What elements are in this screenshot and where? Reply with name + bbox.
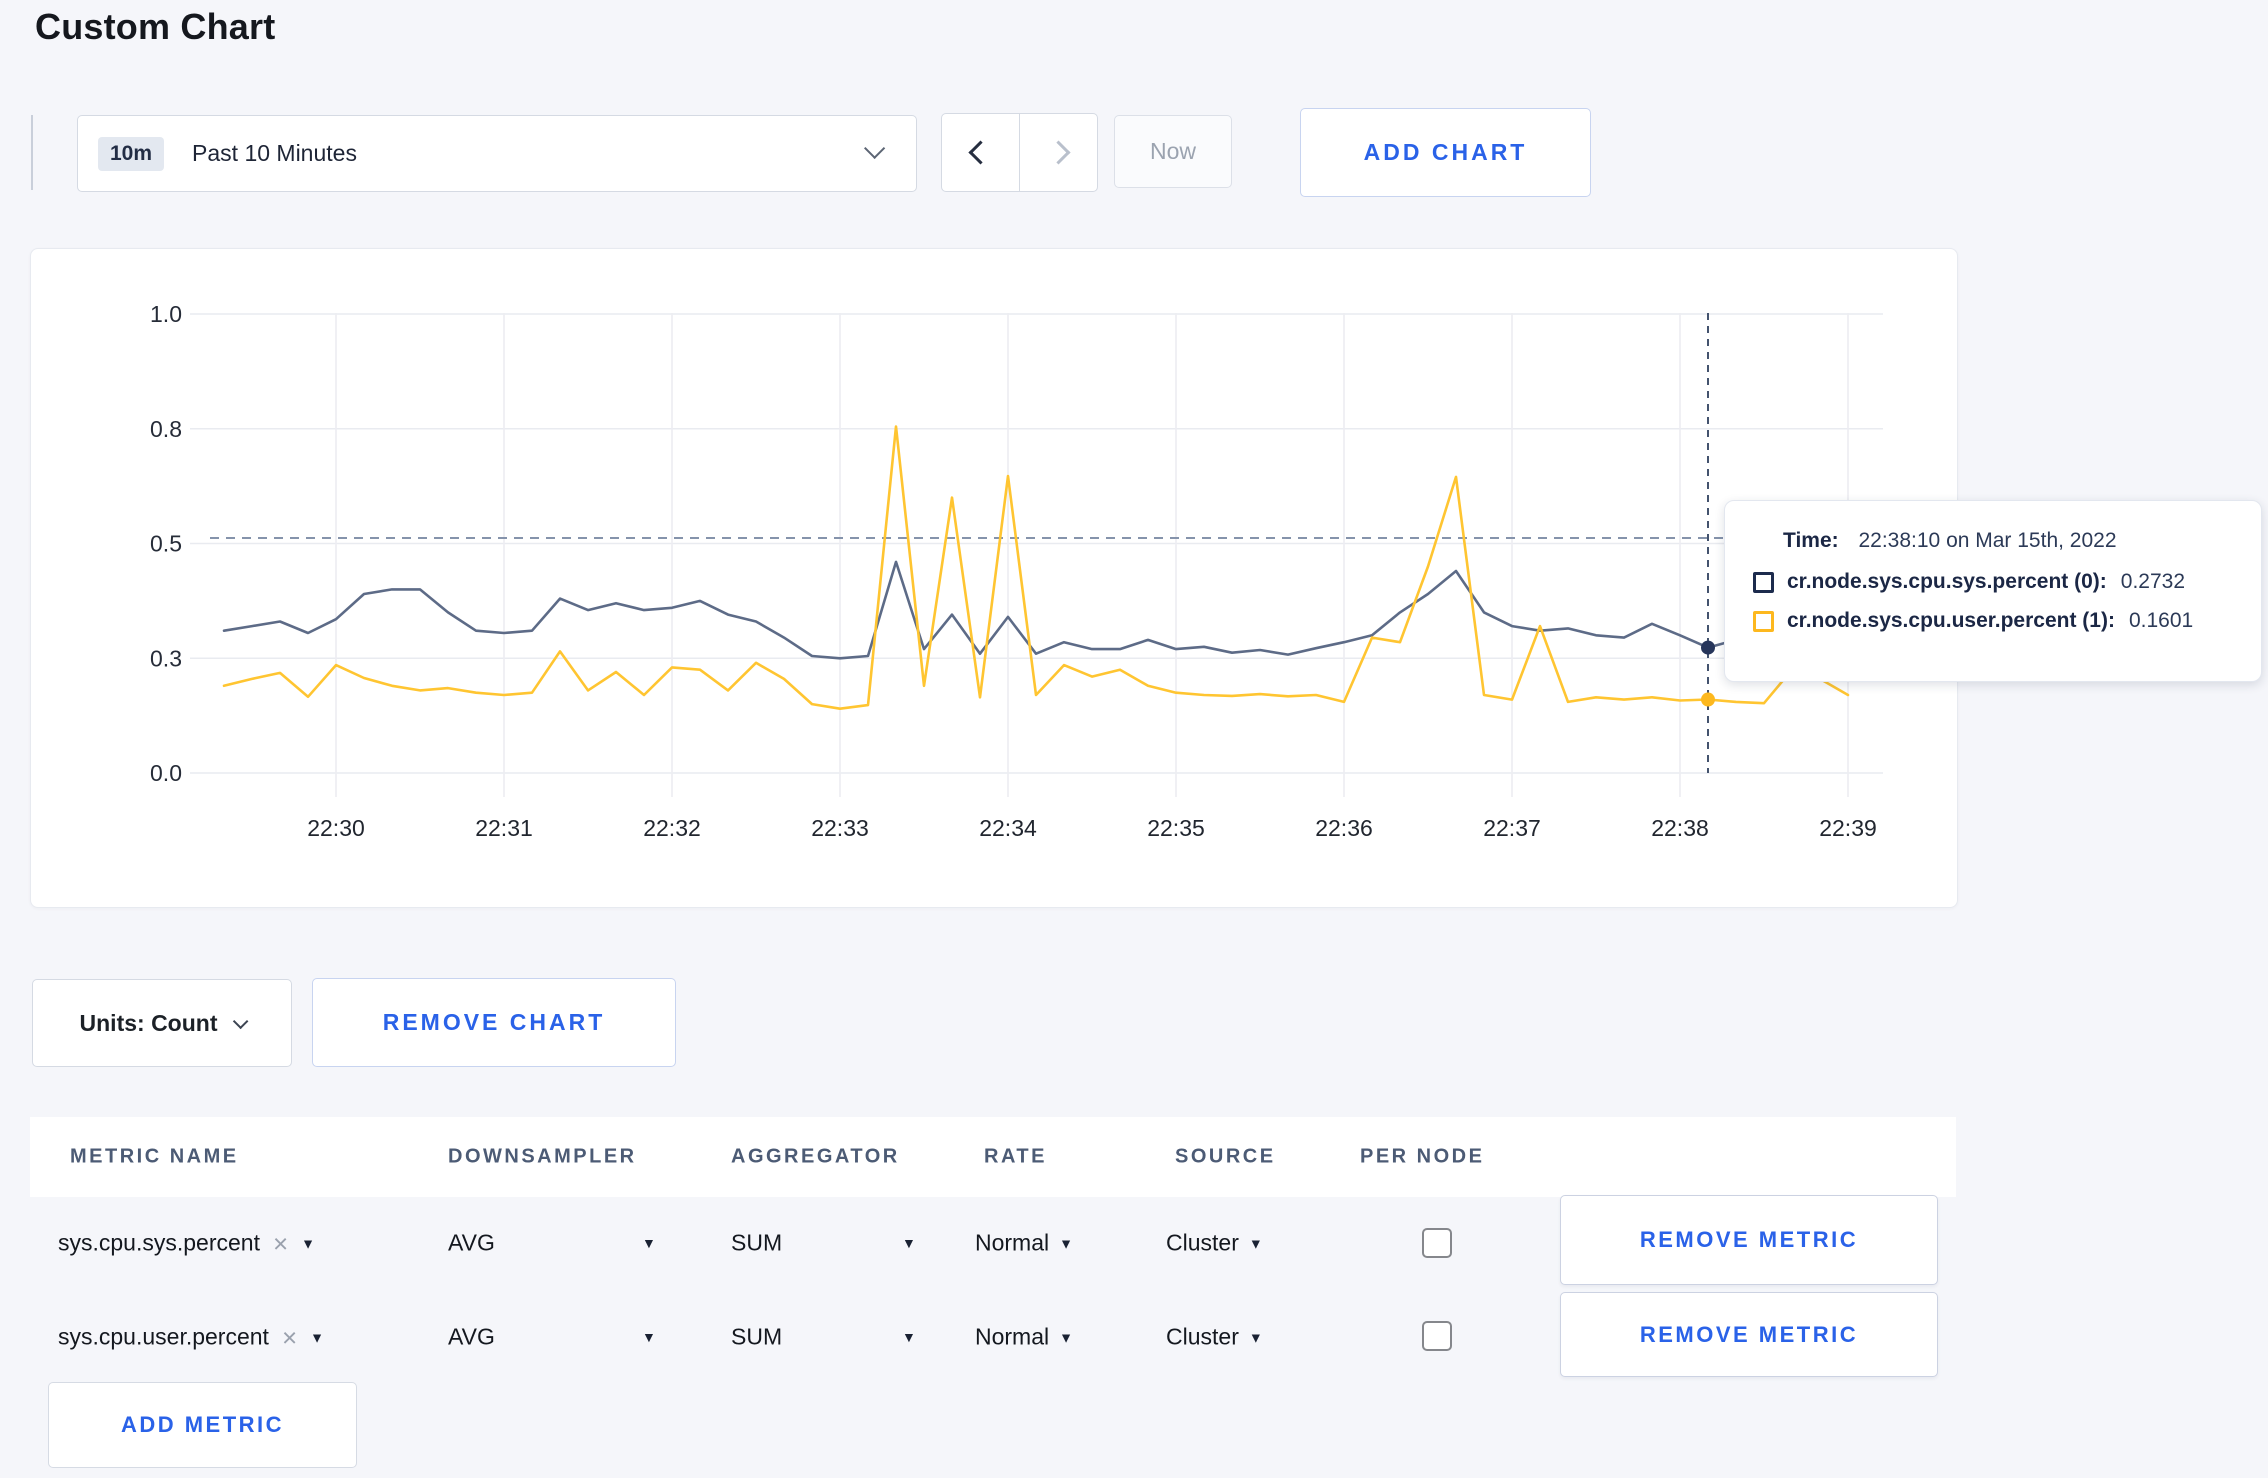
- prev-time-button[interactable]: [942, 114, 1020, 191]
- caret-down-icon[interactable]: ▼: [642, 1235, 656, 1251]
- chevron-down-icon: [233, 1013, 249, 1029]
- caret-down-icon: ▼: [1059, 1329, 1073, 1345]
- user-series-swatch-icon: [1753, 610, 1774, 632]
- chart-tooltip: Time: 22:38:10 on Mar 15th, 2022 cr.node…: [1724, 500, 2262, 682]
- units-label: Units: Count: [79, 1009, 218, 1036]
- rate-select[interactable]: Normal ▼: [975, 1324, 1073, 1351]
- caret-down-icon: ▼: [1059, 1235, 1073, 1251]
- chevron-left-icon: [968, 140, 993, 165]
- caret-down-icon: ▼: [1248, 1329, 1263, 1345]
- caret-down-icon: ▼: [301, 1235, 316, 1251]
- source-value: Cluster: [1166, 1323, 1239, 1350]
- column-source: SOURCE: [1175, 1145, 1276, 1168]
- column-metric-name: METRIC NAME: [70, 1145, 239, 1168]
- aggregator-value: SUM: [731, 1229, 783, 1256]
- tooltip-user-value: 0.1601: [2128, 609, 2194, 632]
- downsampler-value: AVG: [448, 1229, 495, 1256]
- aggregator-select[interactable]: SUM: [731, 1230, 782, 1257]
- metric-name-value: sys.cpu.user.percent: [58, 1323, 269, 1350]
- time-nav-group: [941, 113, 1098, 192]
- caret-down-icon[interactable]: ▼: [902, 1235, 916, 1251]
- metric-name-select[interactable]: sys.cpu.sys.percent × ▼: [58, 1230, 315, 1257]
- rate-value: Normal: [975, 1229, 1050, 1256]
- per-node-checkbox[interactable]: [1422, 1321, 1452, 1351]
- caret-down-icon: ▼: [310, 1329, 324, 1345]
- toolbar-divider: [31, 115, 33, 190]
- time-range-label: Past 10 Minutes: [192, 140, 357, 166]
- metric-name-value: sys.cpu.sys.percent: [58, 1229, 260, 1256]
- clear-metric-icon[interactable]: ×: [272, 1228, 289, 1258]
- remove-chart-button[interactable]: REMOVE CHART: [312, 978, 676, 1067]
- caret-down-icon[interactable]: ▼: [642, 1329, 656, 1345]
- chevron-right-icon: [1046, 140, 1071, 165]
- caret-down-icon: ▼: [1248, 1235, 1263, 1251]
- sys-series-swatch-icon: [1753, 571, 1774, 593]
- column-downsampler: DOWNSAMPLER: [448, 1145, 637, 1168]
- time-window-badge: 10m: [98, 136, 165, 171]
- source-select[interactable]: Cluster ▼: [1166, 1230, 1263, 1257]
- page-title: Custom Chart: [35, 6, 276, 47]
- downsampler-value: AVG: [448, 1323, 495, 1350]
- column-aggregator: AGGREGATOR: [731, 1145, 900, 1168]
- chevron-down-icon: [864, 137, 886, 159]
- per-node-checkbox[interactable]: [1422, 1228, 1452, 1258]
- remove-metric-button[interactable]: REMOVE METRIC: [1560, 1195, 1938, 1285]
- downsampler-select[interactable]: AVG: [448, 1324, 495, 1351]
- tooltip-sys-row: cr.node.sys.cpu.sys.percent (0): 0.2732: [1753, 570, 2231, 594]
- tooltip-user-row: cr.node.sys.cpu.user.percent (1): 0.1601: [1753, 609, 2231, 633]
- source-select[interactable]: Cluster ▼: [1166, 1324, 1263, 1351]
- tooltip-sys-value: 0.2732: [2120, 570, 2186, 593]
- rate-select[interactable]: Normal ▼: [975, 1230, 1073, 1257]
- clear-metric-icon[interactable]: ×: [281, 1322, 298, 1352]
- aggregator-select[interactable]: SUM: [731, 1324, 782, 1351]
- column-rate: RATE: [984, 1145, 1047, 1168]
- tooltip-time-row: Time: 22:38:10 on Mar 15th, 2022: [1783, 529, 2231, 553]
- downsampler-select[interactable]: AVG: [448, 1230, 495, 1257]
- tooltip-time-value: 22:38:10 on Mar 15th, 2022: [1858, 529, 2117, 552]
- source-value: Cluster: [1166, 1229, 1239, 1256]
- add-metric-button[interactable]: ADD METRIC: [48, 1382, 357, 1468]
- tooltip-sys-label: cr.node.sys.cpu.sys.percent (0):: [1787, 570, 2107, 593]
- units-dropdown[interactable]: Units: Count: [32, 979, 292, 1067]
- metrics-table-header: METRIC NAME DOWNSAMPLER AGGREGATOR RATE …: [30, 1117, 1956, 1197]
- column-per-node: PER NODE: [1360, 1145, 1485, 1168]
- tooltip-user-label: cr.node.sys.cpu.user.percent (1):: [1787, 609, 2115, 632]
- time-range-dropdown[interactable]: 10m Past 10 Minutes: [77, 115, 917, 192]
- tooltip-time-label: Time:: [1783, 529, 1839, 552]
- aggregator-value: SUM: [731, 1323, 783, 1350]
- add-chart-button[interactable]: ADD CHART: [1300, 108, 1591, 197]
- rate-value: Normal: [975, 1323, 1050, 1350]
- now-button[interactable]: Now: [1114, 115, 1232, 188]
- next-time-button[interactable]: [1020, 114, 1097, 191]
- remove-metric-button[interactable]: REMOVE METRIC: [1560, 1292, 1938, 1377]
- metric-name-select[interactable]: sys.cpu.user.percent × ▼: [58, 1324, 324, 1351]
- chart-card[interactable]: [30, 248, 1958, 908]
- caret-down-icon[interactable]: ▼: [902, 1329, 916, 1345]
